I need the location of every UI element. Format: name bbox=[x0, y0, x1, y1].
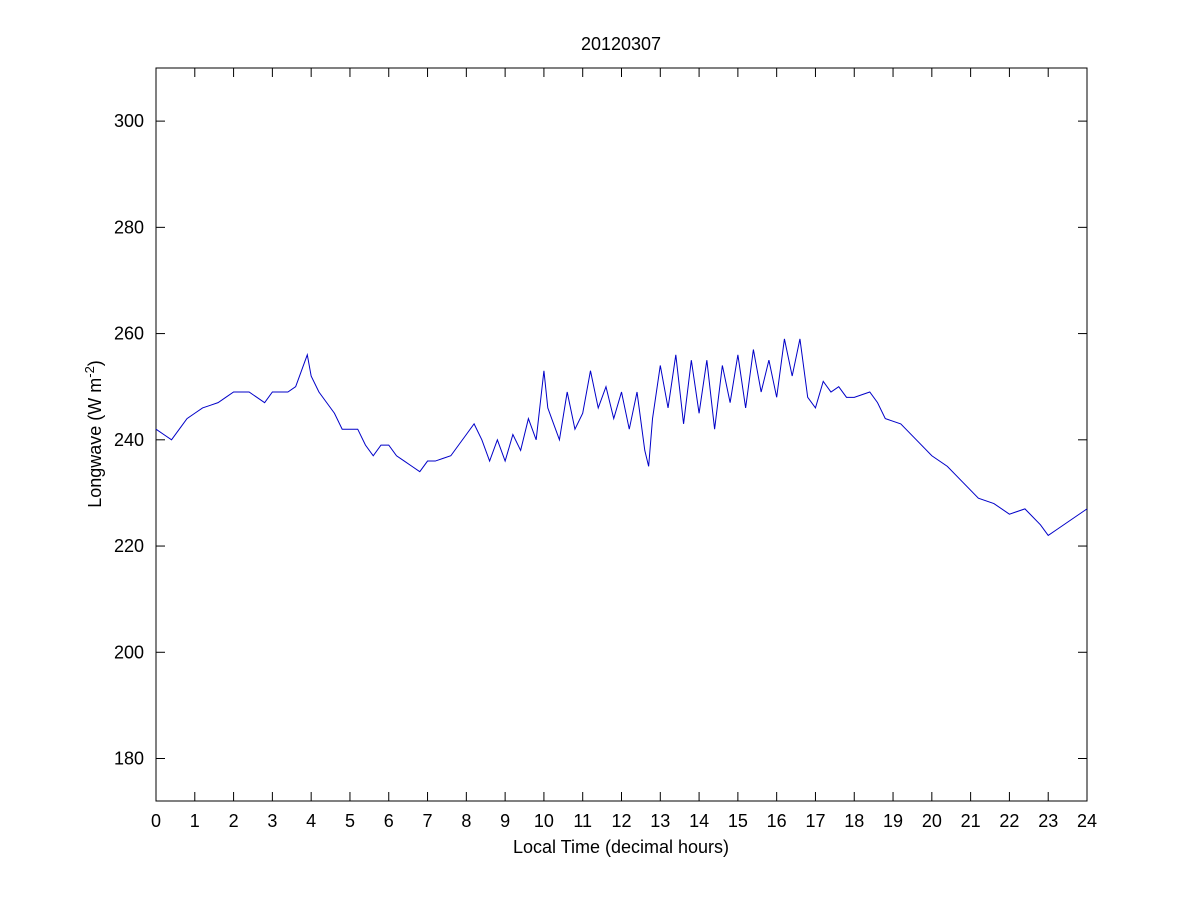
data-line bbox=[155, 338, 1088, 537]
x-tick-label: 18 bbox=[844, 811, 864, 831]
y-tick-label: 220 bbox=[114, 536, 144, 556]
y-tick-label: 280 bbox=[114, 217, 144, 237]
x-tick-label: 22 bbox=[999, 811, 1019, 831]
x-tick-label: 11 bbox=[573, 811, 592, 831]
y-tick-label: 180 bbox=[114, 749, 144, 769]
x-tick-label: 23 bbox=[1038, 811, 1058, 831]
x-tick-label: 3 bbox=[267, 811, 277, 831]
y-label-text: Longwave (W m bbox=[85, 378, 105, 508]
x-tick-label: 19 bbox=[883, 811, 903, 831]
x-tick-label: 9 bbox=[500, 811, 510, 831]
x-tick-label: 5 bbox=[345, 811, 355, 831]
x-tick-label: 4 bbox=[306, 811, 316, 831]
y-axis-label: Longwave (W m-2) bbox=[82, 360, 105, 508]
y-tick-label: 200 bbox=[114, 642, 144, 662]
x-tick-label: 8 bbox=[461, 811, 471, 831]
x-tick-label: 7 bbox=[423, 811, 433, 831]
chart-title: 20120307 bbox=[581, 34, 661, 54]
x-tick-label: 15 bbox=[728, 811, 748, 831]
x-tick-label: 10 bbox=[534, 811, 554, 831]
x-tick-label: 12 bbox=[611, 811, 631, 831]
x-tick-label: 1 bbox=[190, 811, 200, 831]
y-label-sup: -2 bbox=[82, 366, 97, 378]
y-tick-label: 300 bbox=[114, 111, 144, 131]
x-tick-label: 21 bbox=[961, 811, 981, 831]
x-tick-label: 6 bbox=[384, 811, 394, 831]
x-tick-label: 2 bbox=[229, 811, 239, 831]
y-label-end: ) bbox=[85, 360, 105, 366]
x-tick-label: 14 bbox=[689, 811, 709, 831]
x-tick-label: 13 bbox=[650, 811, 670, 831]
x-tick-label: 16 bbox=[767, 811, 787, 831]
x-tick-label: 20 bbox=[922, 811, 942, 831]
y-tick-label: 260 bbox=[114, 324, 144, 344]
y-tick-label: 240 bbox=[114, 430, 144, 450]
x-axis-label: Local Time (decimal hours) bbox=[513, 837, 729, 857]
x-tick-label: 24 bbox=[1077, 811, 1097, 831]
x-tick-label: 0 bbox=[151, 811, 161, 831]
x-tick-label: 17 bbox=[805, 811, 825, 831]
